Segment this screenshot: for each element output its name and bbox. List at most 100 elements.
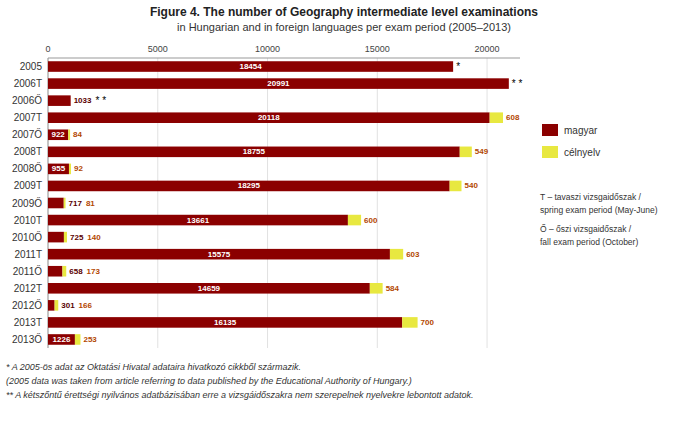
- note: Ő – őszi vizsgaidőszak /: [540, 224, 632, 234]
- data-label: 700: [421, 318, 435, 327]
- data-label: 253: [83, 335, 97, 344]
- note: fall exam period (October): [540, 237, 638, 247]
- category-label: 2009Ő: [12, 196, 42, 209]
- data-label: 13661: [187, 216, 210, 225]
- data-label: 140: [87, 233, 101, 242]
- data-label: 81: [86, 199, 95, 208]
- bar: [48, 164, 69, 175]
- bar: [48, 181, 450, 192]
- data-labels: 1845420991103320118608922841875554995592…: [51, 62, 519, 344]
- data-label: 166: [79, 301, 93, 310]
- chart: Figure 4. The number of Geography interm…: [0, 0, 688, 424]
- grid-line: [157, 58, 158, 348]
- bar: [48, 266, 62, 277]
- data-label: 15575: [208, 250, 231, 259]
- category-label: 2010Ő: [12, 230, 42, 243]
- data-label: 603: [406, 250, 420, 259]
- data-label: 584: [386, 284, 400, 293]
- grid-line: [267, 58, 268, 348]
- bar: [48, 317, 402, 328]
- bar: [70, 95, 71, 106]
- data-label: 549: [475, 147, 489, 156]
- bar: [48, 334, 75, 345]
- bar: [450, 181, 462, 192]
- category-label: 2012T: [14, 283, 42, 294]
- bar: [508, 78, 509, 89]
- bar: [48, 215, 348, 226]
- data-label: 16135: [214, 318, 237, 327]
- bar: [48, 249, 390, 260]
- category-label: 2008T: [14, 146, 42, 157]
- grid-line: [487, 58, 488, 348]
- annotation: *: [456, 61, 460, 72]
- footnote: * A 2005-ös adat az Oktatási Hivatal ada…: [6, 362, 301, 372]
- data-label: 20991: [267, 79, 290, 88]
- bar: [453, 61, 454, 72]
- category-label: 2012Ő: [12, 298, 42, 311]
- bar: [460, 147, 472, 158]
- category-label: 2007T: [14, 112, 42, 123]
- bar: [48, 232, 64, 243]
- data-label: 18755: [243, 147, 266, 156]
- tick-label: 5000: [148, 44, 168, 54]
- category-label: 2011Ő: [13, 264, 43, 277]
- data-label: 1226: [53, 335, 71, 344]
- bar: [48, 300, 55, 311]
- data-label: 658: [69, 267, 83, 276]
- bar: [348, 215, 361, 226]
- bar: [75, 334, 81, 345]
- bar: [68, 129, 70, 140]
- legend-label: magyar: [564, 125, 598, 136]
- legend-label: célnyelv: [564, 147, 600, 158]
- bar: [48, 129, 68, 140]
- legend: magyar célnyelv: [542, 124, 600, 158]
- data-label: 1033: [74, 96, 92, 105]
- category-label: 2013T: [14, 317, 42, 328]
- grid: [48, 58, 487, 348]
- annotation: * *: [95, 95, 106, 106]
- bar: [69, 164, 71, 175]
- grid-line: [377, 58, 378, 348]
- category-label: 2005: [20, 61, 43, 72]
- bar: [370, 283, 383, 294]
- title: Figure 4. The number of Geography interm…: [150, 5, 538, 19]
- data-label: 608: [506, 113, 520, 122]
- bar: [55, 300, 59, 311]
- bar: [48, 283, 370, 294]
- data-label: 14659: [198, 284, 221, 293]
- data-label: 717: [69, 199, 83, 208]
- tick-label: 20000: [475, 44, 500, 54]
- bar: [62, 266, 66, 277]
- data-label: 92: [74, 164, 83, 173]
- data-label: 20118: [258, 113, 280, 122]
- data-label: 84: [73, 130, 82, 139]
- bar: [48, 112, 490, 123]
- data-label: 955: [52, 164, 66, 173]
- legend-swatch: [542, 124, 558, 136]
- bar: [64, 198, 66, 209]
- category-label: 2013Ő: [12, 332, 42, 345]
- category-label: 2010T: [14, 215, 42, 226]
- data-label: 540: [464, 181, 478, 190]
- category-label: 2011T: [14, 249, 42, 260]
- subtitle: in Hungarian and in foreign languages pe…: [177, 21, 511, 33]
- data-label: 301: [61, 301, 75, 310]
- data-label: 725: [70, 233, 84, 242]
- tick-label: 10000: [255, 44, 280, 54]
- category-label: 2006Ő: [12, 93, 42, 106]
- bar: [64, 232, 67, 243]
- bar: [490, 112, 503, 123]
- bar: [48, 61, 453, 72]
- category-label: 2009T: [14, 180, 42, 191]
- note: spring exam period (May-June): [540, 205, 658, 215]
- x-axis-line: [48, 58, 520, 59]
- bar: [390, 249, 403, 260]
- footnote: ** A kétszőntű érettségi nyilvános adatb…: [6, 390, 474, 400]
- legend-swatch: [542, 146, 558, 158]
- category-label: 2007Ő: [12, 127, 42, 140]
- note: T – tavaszi vizsgaidőszak /: [540, 192, 642, 202]
- bars: [48, 61, 509, 345]
- annotation: * *: [512, 78, 523, 89]
- category-label: 2006T: [14, 78, 42, 89]
- data-label: 922: [51, 130, 65, 139]
